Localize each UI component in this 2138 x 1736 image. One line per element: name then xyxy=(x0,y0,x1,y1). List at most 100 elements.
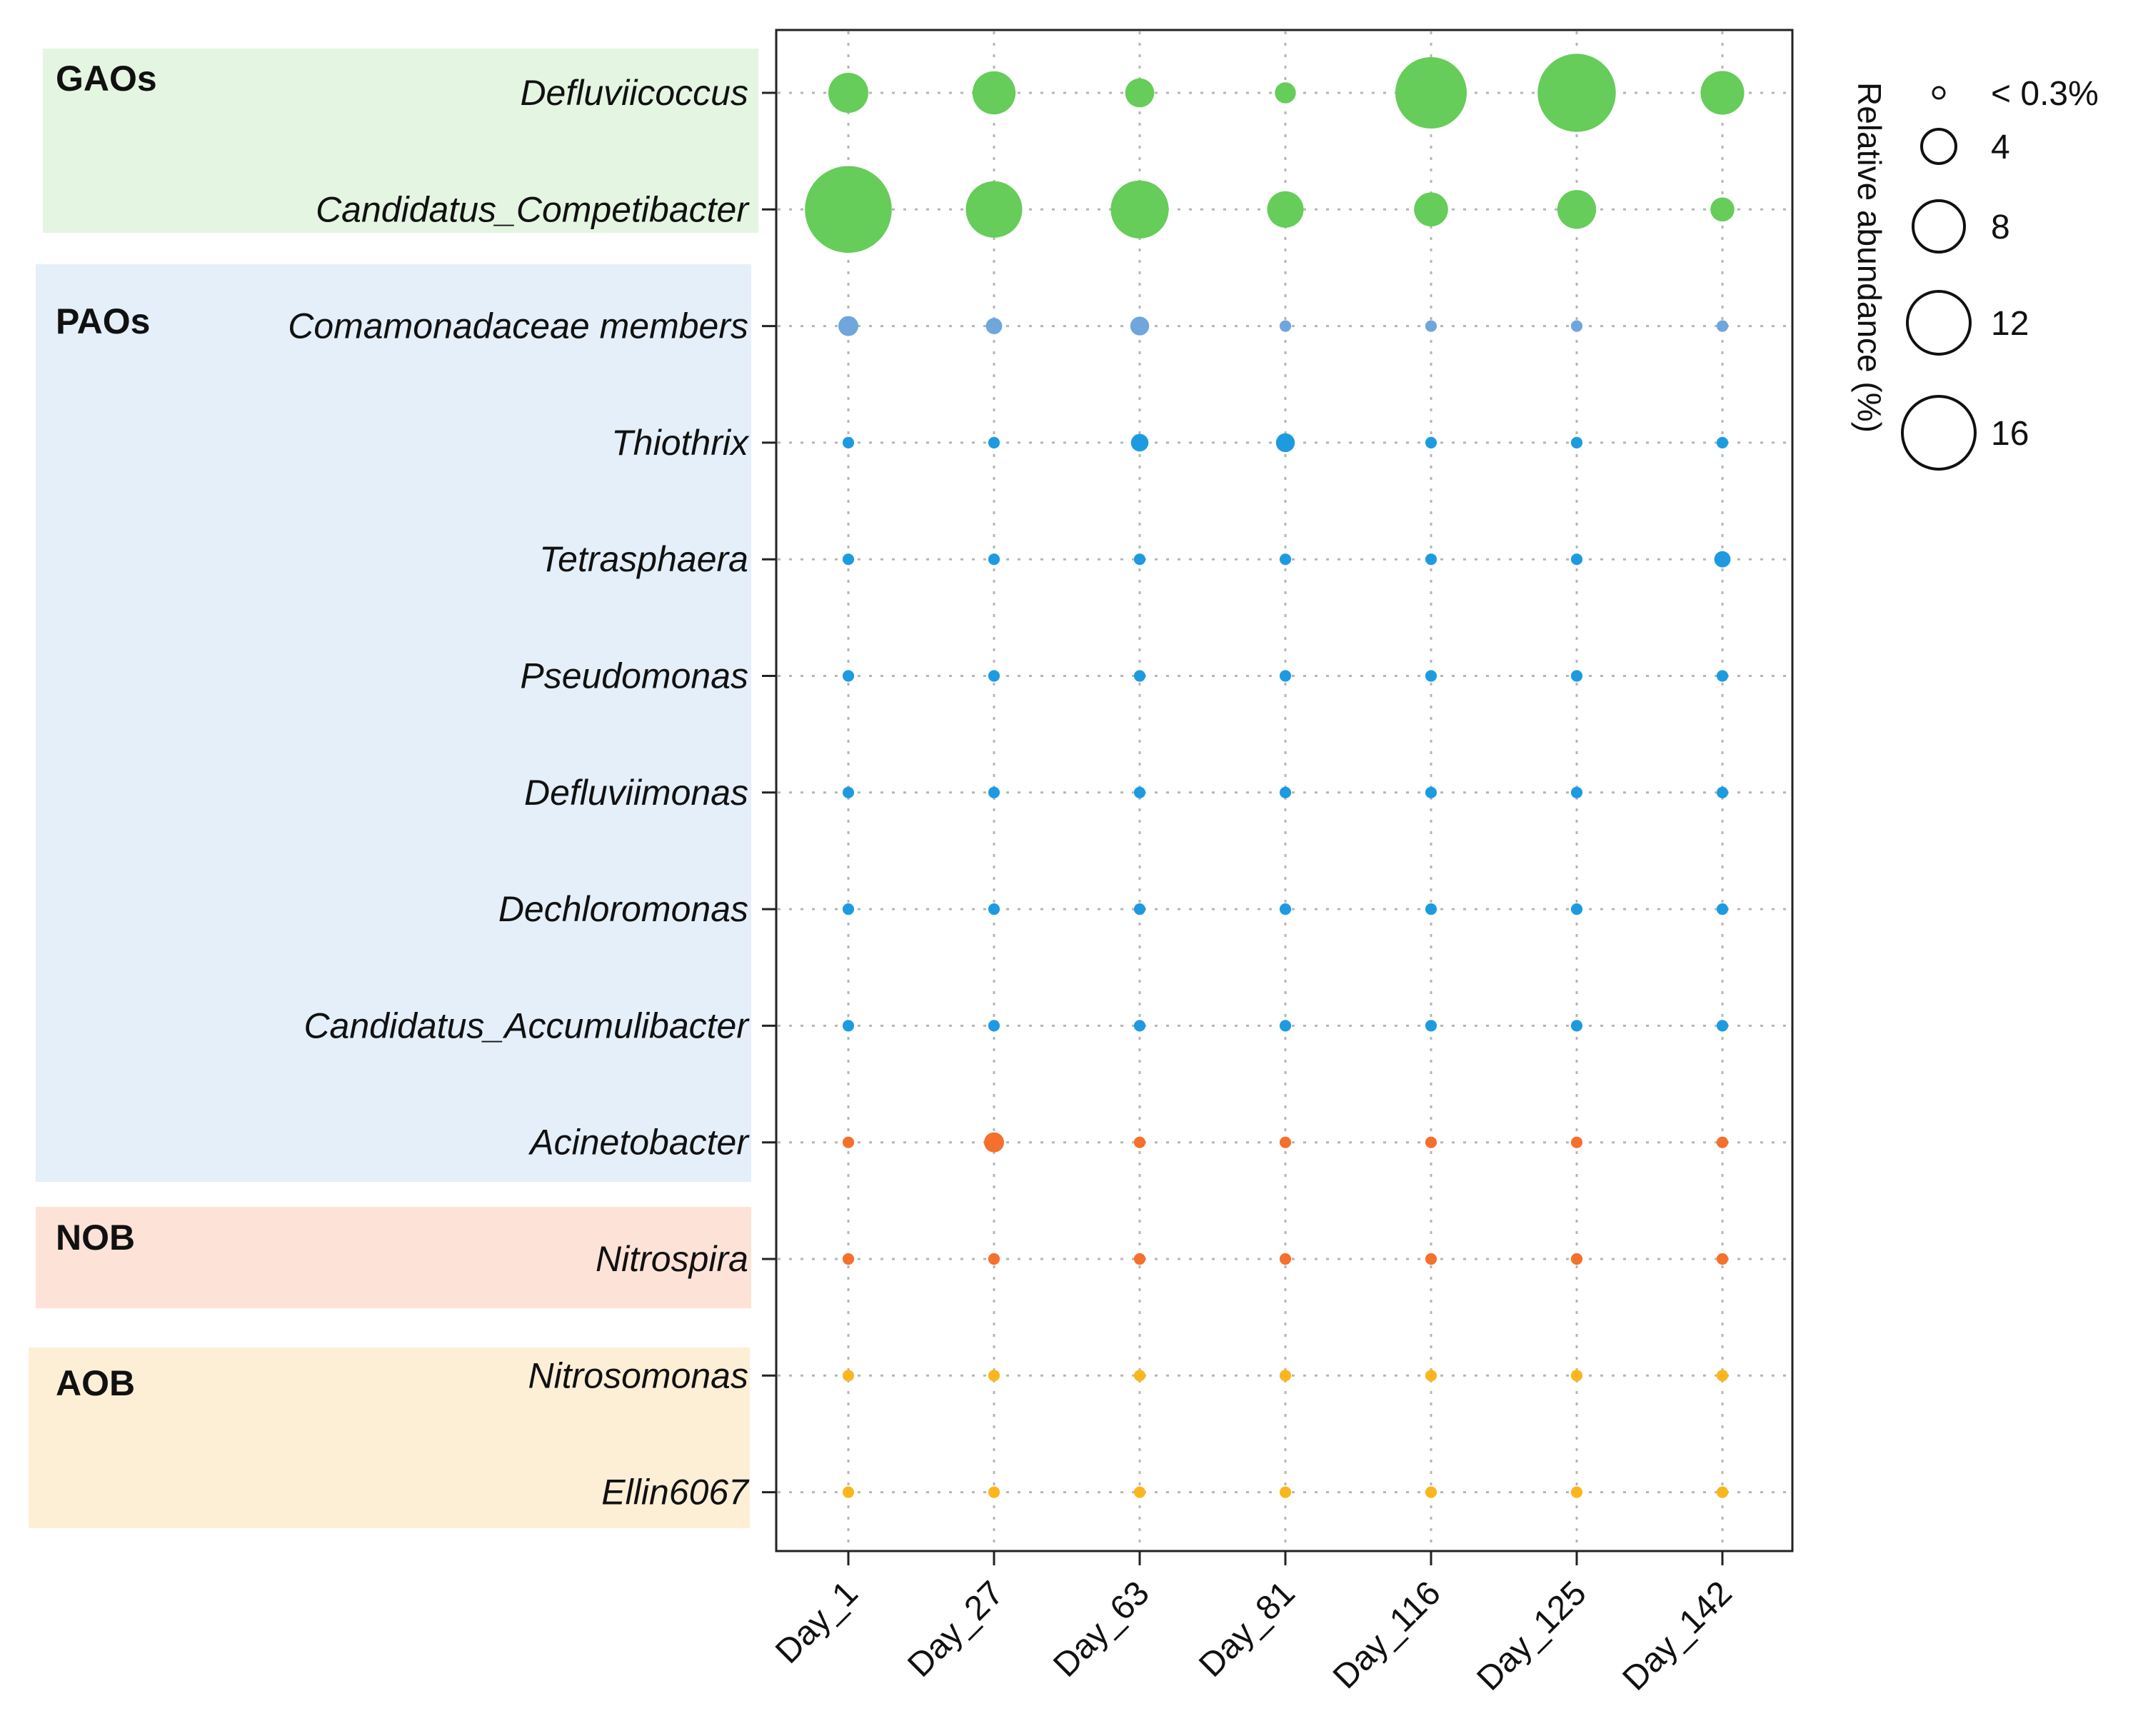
bubble-acinetobacter-day-116 xyxy=(1425,1136,1437,1148)
y-tick-label-candidatus-competibacter: Candidatus_Competibacter xyxy=(316,189,750,229)
bubble-ellin6067-day-1 xyxy=(842,1486,855,1498)
bubble-tetrasphaera-day-116 xyxy=(1425,553,1437,566)
bubbles xyxy=(805,54,1745,1498)
x-tick-label-day-116: Day_116 xyxy=(1326,1574,1448,1696)
bubble-acinetobacter-day-125 xyxy=(1570,1136,1583,1148)
y-axis: Defluviicoccus Candidatus_Competibacter Co… xyxy=(288,73,776,1512)
bubble-nitrospira-day-81 xyxy=(1279,1253,1292,1265)
y-tick-label-tetrasphaera: Tetrasphaera xyxy=(539,539,748,579)
bubble-defluviicoccus-day-1 xyxy=(828,73,868,113)
bubble-dechloromonas-day-27 xyxy=(988,903,1000,915)
bubble-thiothrix-day-142 xyxy=(1716,436,1729,449)
group-band-gaos xyxy=(43,49,758,233)
bubble-defluviimonas-day-81 xyxy=(1279,786,1292,798)
x-tick-label-day-125: Day_125 xyxy=(1470,1574,1593,1697)
bubble-nitrospira-day-125 xyxy=(1570,1253,1583,1265)
bubble-thiothrix-day-27 xyxy=(988,436,1000,449)
bubble-defluviicoccus-day-125 xyxy=(1537,54,1616,132)
x-tick-label-day-142: Day_142 xyxy=(1615,1574,1739,1697)
y-tick-label-acinetobacter: Acinetobacter xyxy=(528,1123,750,1163)
legend-circle-16 xyxy=(1901,395,1977,471)
bubble-acinetobacter-day-142 xyxy=(1716,1136,1729,1148)
bubble-candidatus-accumulibacter-day-81 xyxy=(1279,1020,1292,1032)
y-tick-label-defluviicoccus: Defluviicoccus xyxy=(520,73,748,113)
y-tick-label-nitrosomonas: Nitrosomonas xyxy=(528,1355,748,1395)
bubble-tetrasphaera-day-142 xyxy=(1714,551,1731,568)
bubble-acinetobacter-day-81 xyxy=(1279,1136,1292,1148)
bubble-dechloromonas-day-116 xyxy=(1425,903,1437,915)
bubble-defluviimonas-day-1 xyxy=(842,786,855,798)
bubble-candidatus-competibacter-day-142 xyxy=(1710,197,1735,222)
bubble-ellin6067-day-81 xyxy=(1279,1486,1292,1498)
group-band-aob xyxy=(29,1348,750,1528)
legend-label-0-3: < 0.3% xyxy=(1991,75,2099,113)
bubble-tetrasphaera-day-27 xyxy=(988,553,1000,566)
x-tick-label-day-81: Day_81 xyxy=(1192,1574,1302,1684)
bubble-thiothrix-day-81 xyxy=(1275,433,1295,453)
bubble-nitrosomonas-day-1 xyxy=(842,1370,855,1382)
bubble-comamonadaceae-members-day-27 xyxy=(985,318,1003,334)
bubble-nitrosomonas-day-27 xyxy=(988,1370,1000,1382)
bubble-comamonadaceae-members-day-1 xyxy=(838,316,858,336)
bubble-candidatus-accumulibacter-day-125 xyxy=(1570,1020,1583,1032)
bubble-candidatus-competibacter-day-81 xyxy=(1267,191,1304,228)
bubble-candidatus-competibacter-day-27 xyxy=(965,181,1023,238)
bubble-candidatus-accumulibacter-day-27 xyxy=(988,1020,1000,1032)
bubble-ellin6067-day-116 xyxy=(1425,1486,1437,1498)
bubble-nitrospira-day-27 xyxy=(988,1253,1000,1265)
bubble-defluviicoccus-day-116 xyxy=(1395,57,1467,129)
group-band-paos xyxy=(36,264,751,1182)
group-label-nob: NOB xyxy=(56,1218,135,1258)
bubble-dechloromonas-day-81 xyxy=(1279,903,1292,915)
bubble-comamonadaceae-members-day-116 xyxy=(1425,320,1437,332)
y-tick-label-nitrospira: Nitrospira xyxy=(596,1239,748,1279)
x-tick-label-day-27: Day_27 xyxy=(900,1574,1010,1684)
bubble-candidatus-accumulibacter-day-142 xyxy=(1716,1020,1729,1032)
bubble-acinetobacter-day-63 xyxy=(1133,1136,1146,1148)
x-axis: Day_1 Day_27 Day_63 Day_81 Day_116 Day_125 Day… xyxy=(768,1551,1740,1698)
group-label-aob: AOB xyxy=(56,1363,135,1403)
bubble-defluviicoccus-day-27 xyxy=(972,71,1016,115)
bubble-ellin6067-day-27 xyxy=(988,1486,1000,1498)
bubble-tetrasphaera-day-81 xyxy=(1279,553,1292,566)
bubble-pseudomonas-day-142 xyxy=(1716,670,1729,682)
bubble-pseudomonas-day-116 xyxy=(1425,670,1437,682)
bubble-nitrosomonas-day-125 xyxy=(1570,1370,1583,1382)
bubble-candidatus-accumulibacter-day-63 xyxy=(1133,1020,1146,1032)
bubble-nitrospira-day-1 xyxy=(842,1253,855,1265)
bubble-thiothrix-day-63 xyxy=(1130,433,1149,452)
bubble-candidatus-competibacter-day-1 xyxy=(805,166,892,254)
bubble-comamonadaceae-members-day-63 xyxy=(1130,316,1150,336)
bubble-defluviimonas-day-27 xyxy=(988,786,1000,798)
y-tick-label-dechloromonas: Dechloromonas xyxy=(498,889,748,929)
bubble-candidatus-competibacter-day-63 xyxy=(1110,180,1169,239)
bubble-defluviicoccus-day-63 xyxy=(1125,78,1155,108)
legend-circle-0-3 xyxy=(1932,86,1946,100)
bubble-nitrospira-day-142 xyxy=(1716,1253,1729,1265)
bubble-nitrosomonas-day-116 xyxy=(1425,1370,1437,1382)
bubble-thiothrix-day-116 xyxy=(1425,436,1437,449)
bubble-tetrasphaera-day-1 xyxy=(842,553,855,566)
group-label-paos: PAOs xyxy=(56,301,150,341)
legend-circle-8 xyxy=(1912,199,1966,254)
bubble-defluviicoccus-day-142 xyxy=(1700,71,1745,115)
bubble-acinetobacter-day-1 xyxy=(842,1136,855,1148)
bubble-ellin6067-day-63 xyxy=(1133,1486,1146,1498)
bubble-defluviimonas-day-125 xyxy=(1570,786,1583,798)
legend-label-8: 8 xyxy=(1991,209,2010,246)
legend-circle-4 xyxy=(1920,128,1957,165)
bubble-comamonadaceae-members-day-81 xyxy=(1279,320,1292,332)
bubble-nitrosomonas-day-81 xyxy=(1279,1370,1292,1382)
grid-lines xyxy=(778,31,1791,1550)
legend-label-12: 12 xyxy=(1991,305,2029,343)
bubble-pseudomonas-day-125 xyxy=(1570,670,1583,682)
bubble-nitrosomonas-day-63 xyxy=(1133,1370,1146,1382)
bubble-nitrospira-day-116 xyxy=(1425,1253,1437,1265)
bubble-thiothrix-day-1 xyxy=(842,436,855,449)
bubble-tetrasphaera-day-63 xyxy=(1133,553,1146,566)
legend-title: Relative abundance (%) xyxy=(1851,82,1888,433)
legend-label-16: 16 xyxy=(1991,415,2029,453)
legend-label-4: 4 xyxy=(1991,129,2010,166)
bubble-pseudomonas-day-63 xyxy=(1133,670,1146,682)
